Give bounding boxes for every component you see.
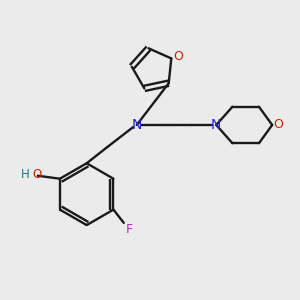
Text: N: N: [132, 118, 142, 132]
Text: H: H: [21, 168, 30, 181]
Text: N: N: [211, 118, 221, 132]
Text: O: O: [173, 50, 183, 64]
Text: O: O: [274, 118, 284, 131]
Text: O: O: [33, 168, 42, 181]
Text: F: F: [125, 223, 133, 236]
